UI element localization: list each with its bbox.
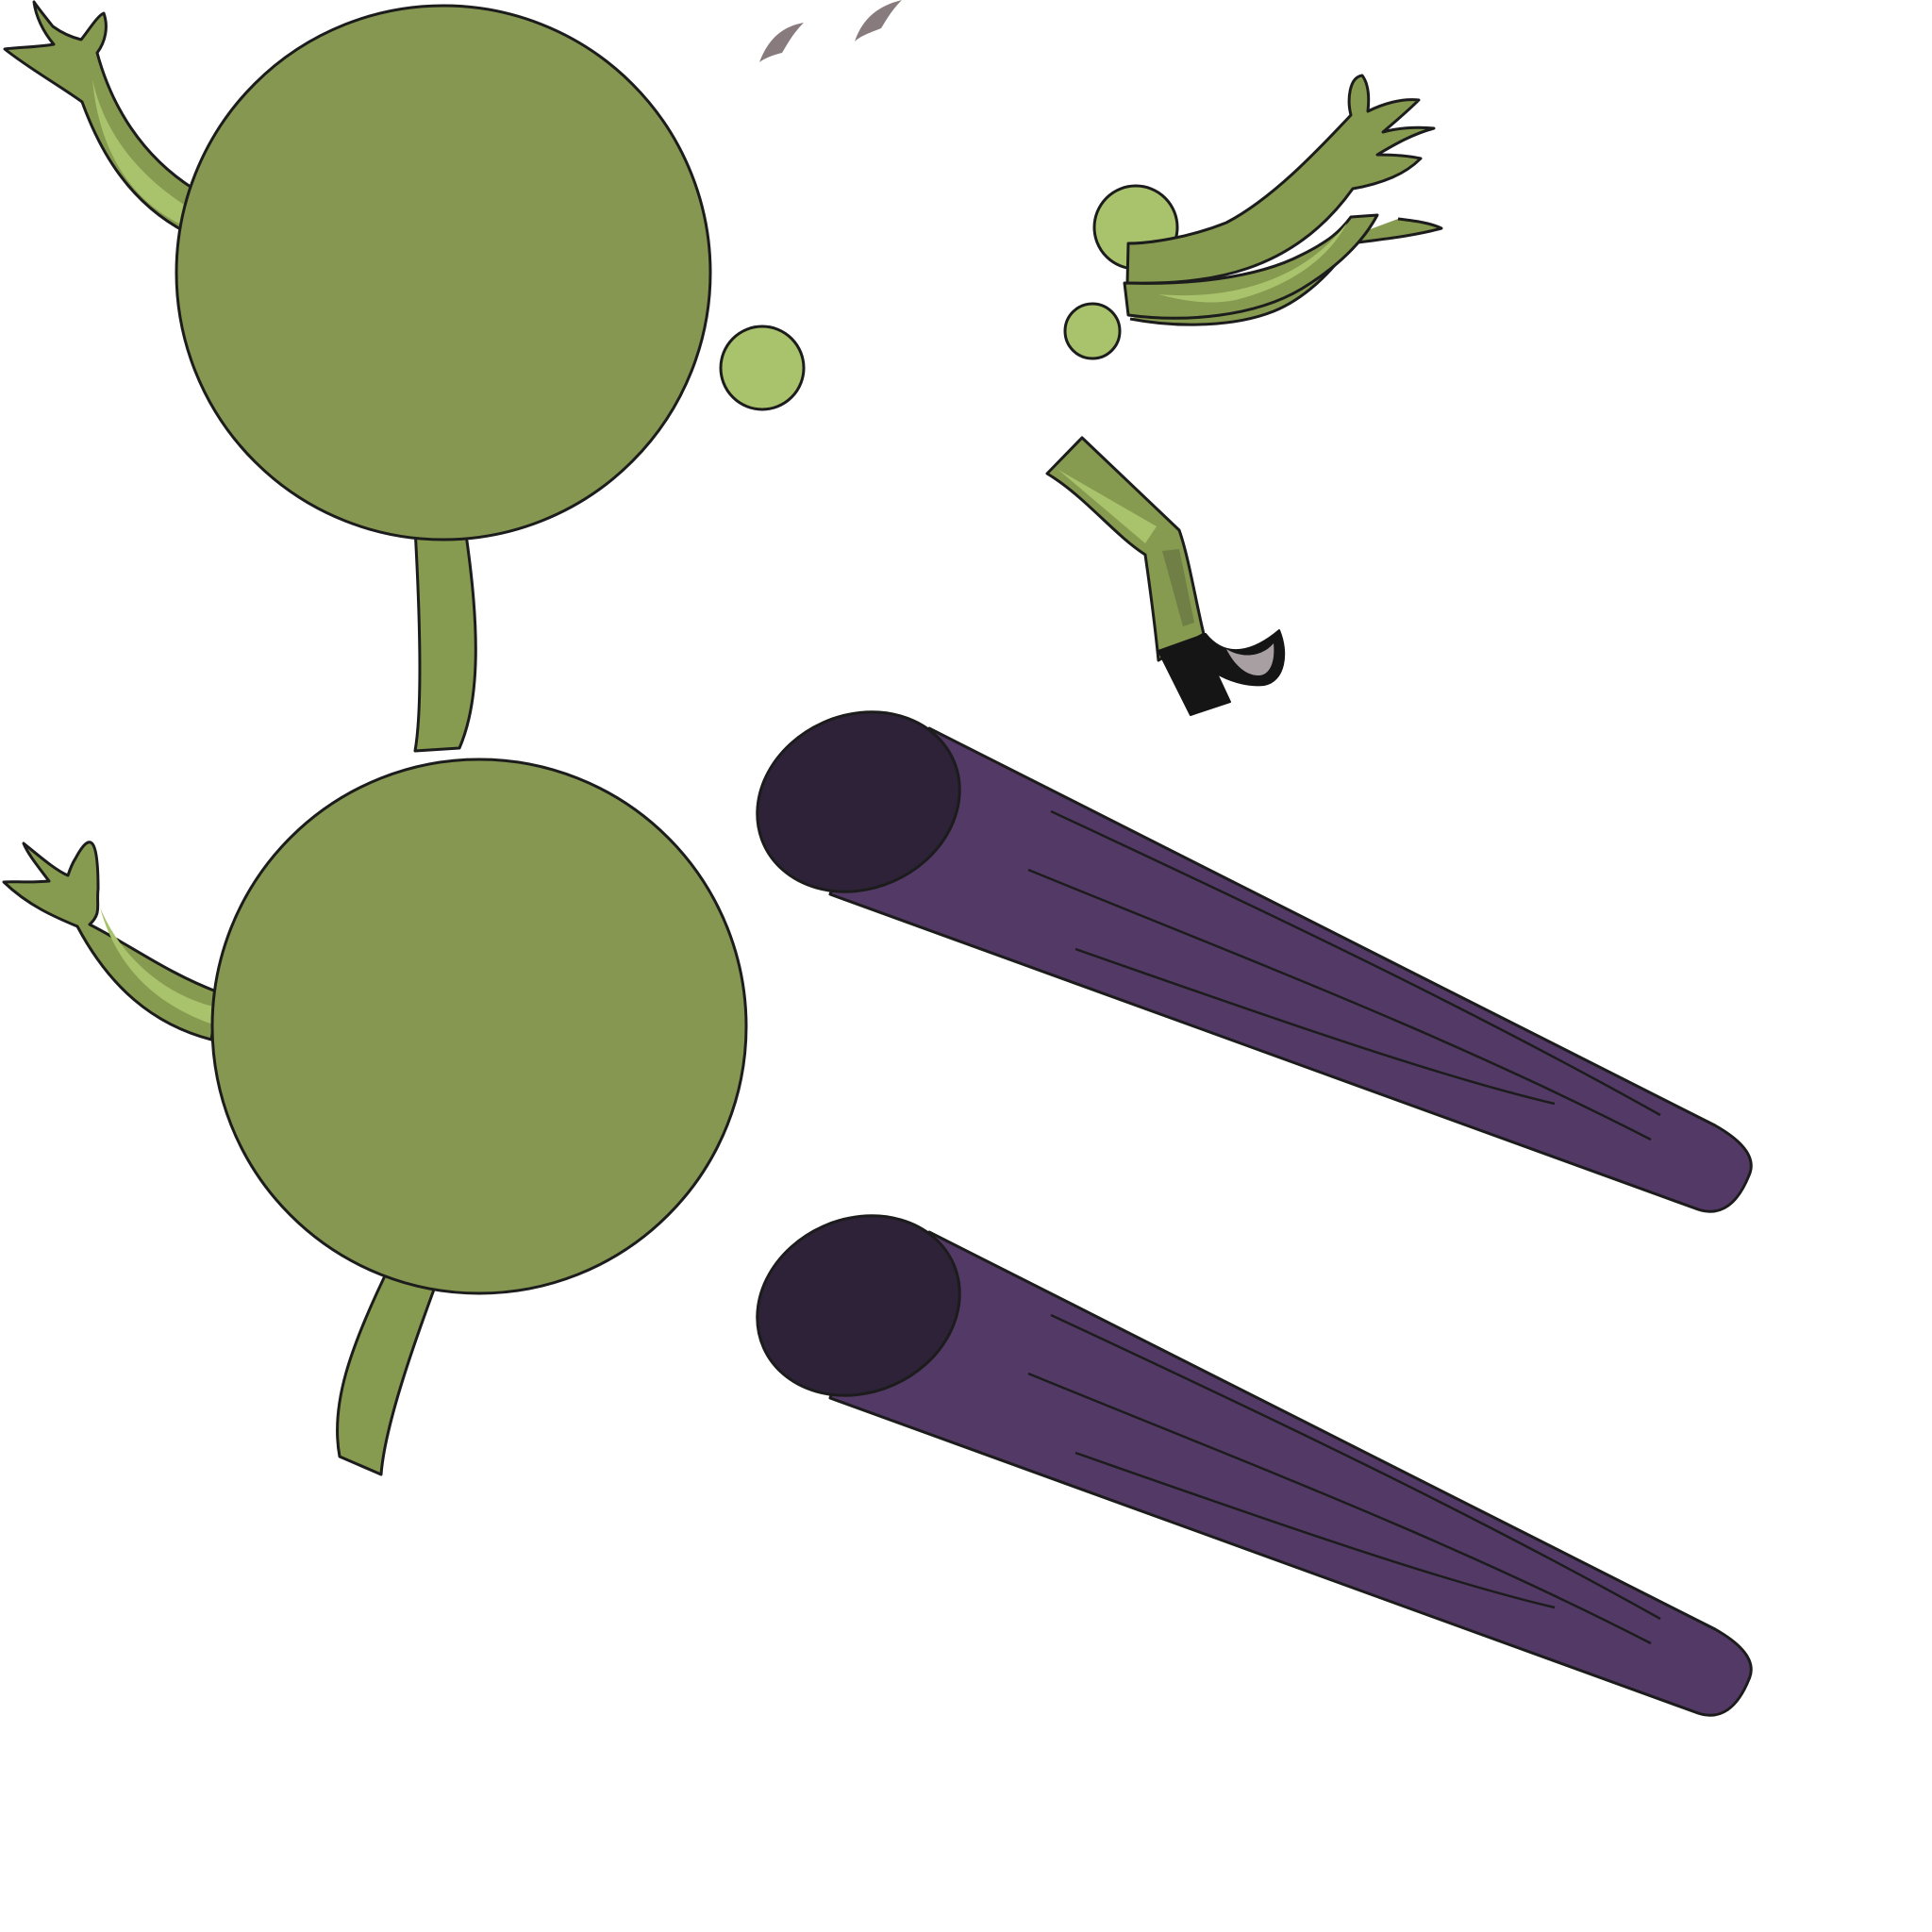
bottom-arm-highlight	[100, 908, 217, 1024]
bottom-character	[2, 758, 748, 1476]
eyebrow-left	[759, 23, 804, 62]
purple-log-top-streak-1	[1050, 809, 1661, 1117]
purple-log-top	[756, 710, 1753, 1213]
bent-leg-shade	[1162, 549, 1194, 626]
floating-arm-fill	[1123, 213, 1379, 320]
purple-log-bottom-streak-1	[1050, 1313, 1661, 1621]
bottom-body-circle	[210, 758, 748, 1295]
purple-log-bottom-end	[756, 1214, 961, 1397]
bottom-arm	[2, 841, 221, 1041]
purple-log-top-streak-3	[1074, 947, 1556, 1106]
bent-leg-highlight	[1058, 470, 1157, 543]
bubble-large	[719, 325, 806, 411]
shoe-black	[1158, 629, 1286, 716]
purple-log-top-body	[828, 726, 1753, 1213]
top-character	[3, 0, 712, 753]
purple-log-bottom-streak-3	[1074, 1451, 1556, 1609]
top-body-circle	[175, 4, 712, 541]
purple-log-top-streak-2	[1027, 868, 1652, 1141]
shoe-sole-grey	[1226, 643, 1274, 675]
floating-arm	[1123, 74, 1443, 326]
top-leg	[413, 526, 477, 753]
purple-log-bottom-streak-2	[1027, 1372, 1652, 1645]
purple-log-top-end	[756, 710, 961, 893]
purple-log-bottom	[756, 1214, 1753, 1717]
bubble-small	[1063, 302, 1122, 360]
bottom-leg	[336, 1262, 445, 1476]
bent-leg-shape	[1045, 436, 1206, 662]
bent-leg-with-shoe	[1045, 436, 1286, 716]
purple-log-bottom-body	[828, 1230, 1753, 1717]
top-arm-highlight	[92, 79, 189, 226]
eyebrow-right	[855, 0, 902, 42]
floating-arm-highlight	[1158, 223, 1347, 303]
top-arm	[3, 0, 195, 234]
